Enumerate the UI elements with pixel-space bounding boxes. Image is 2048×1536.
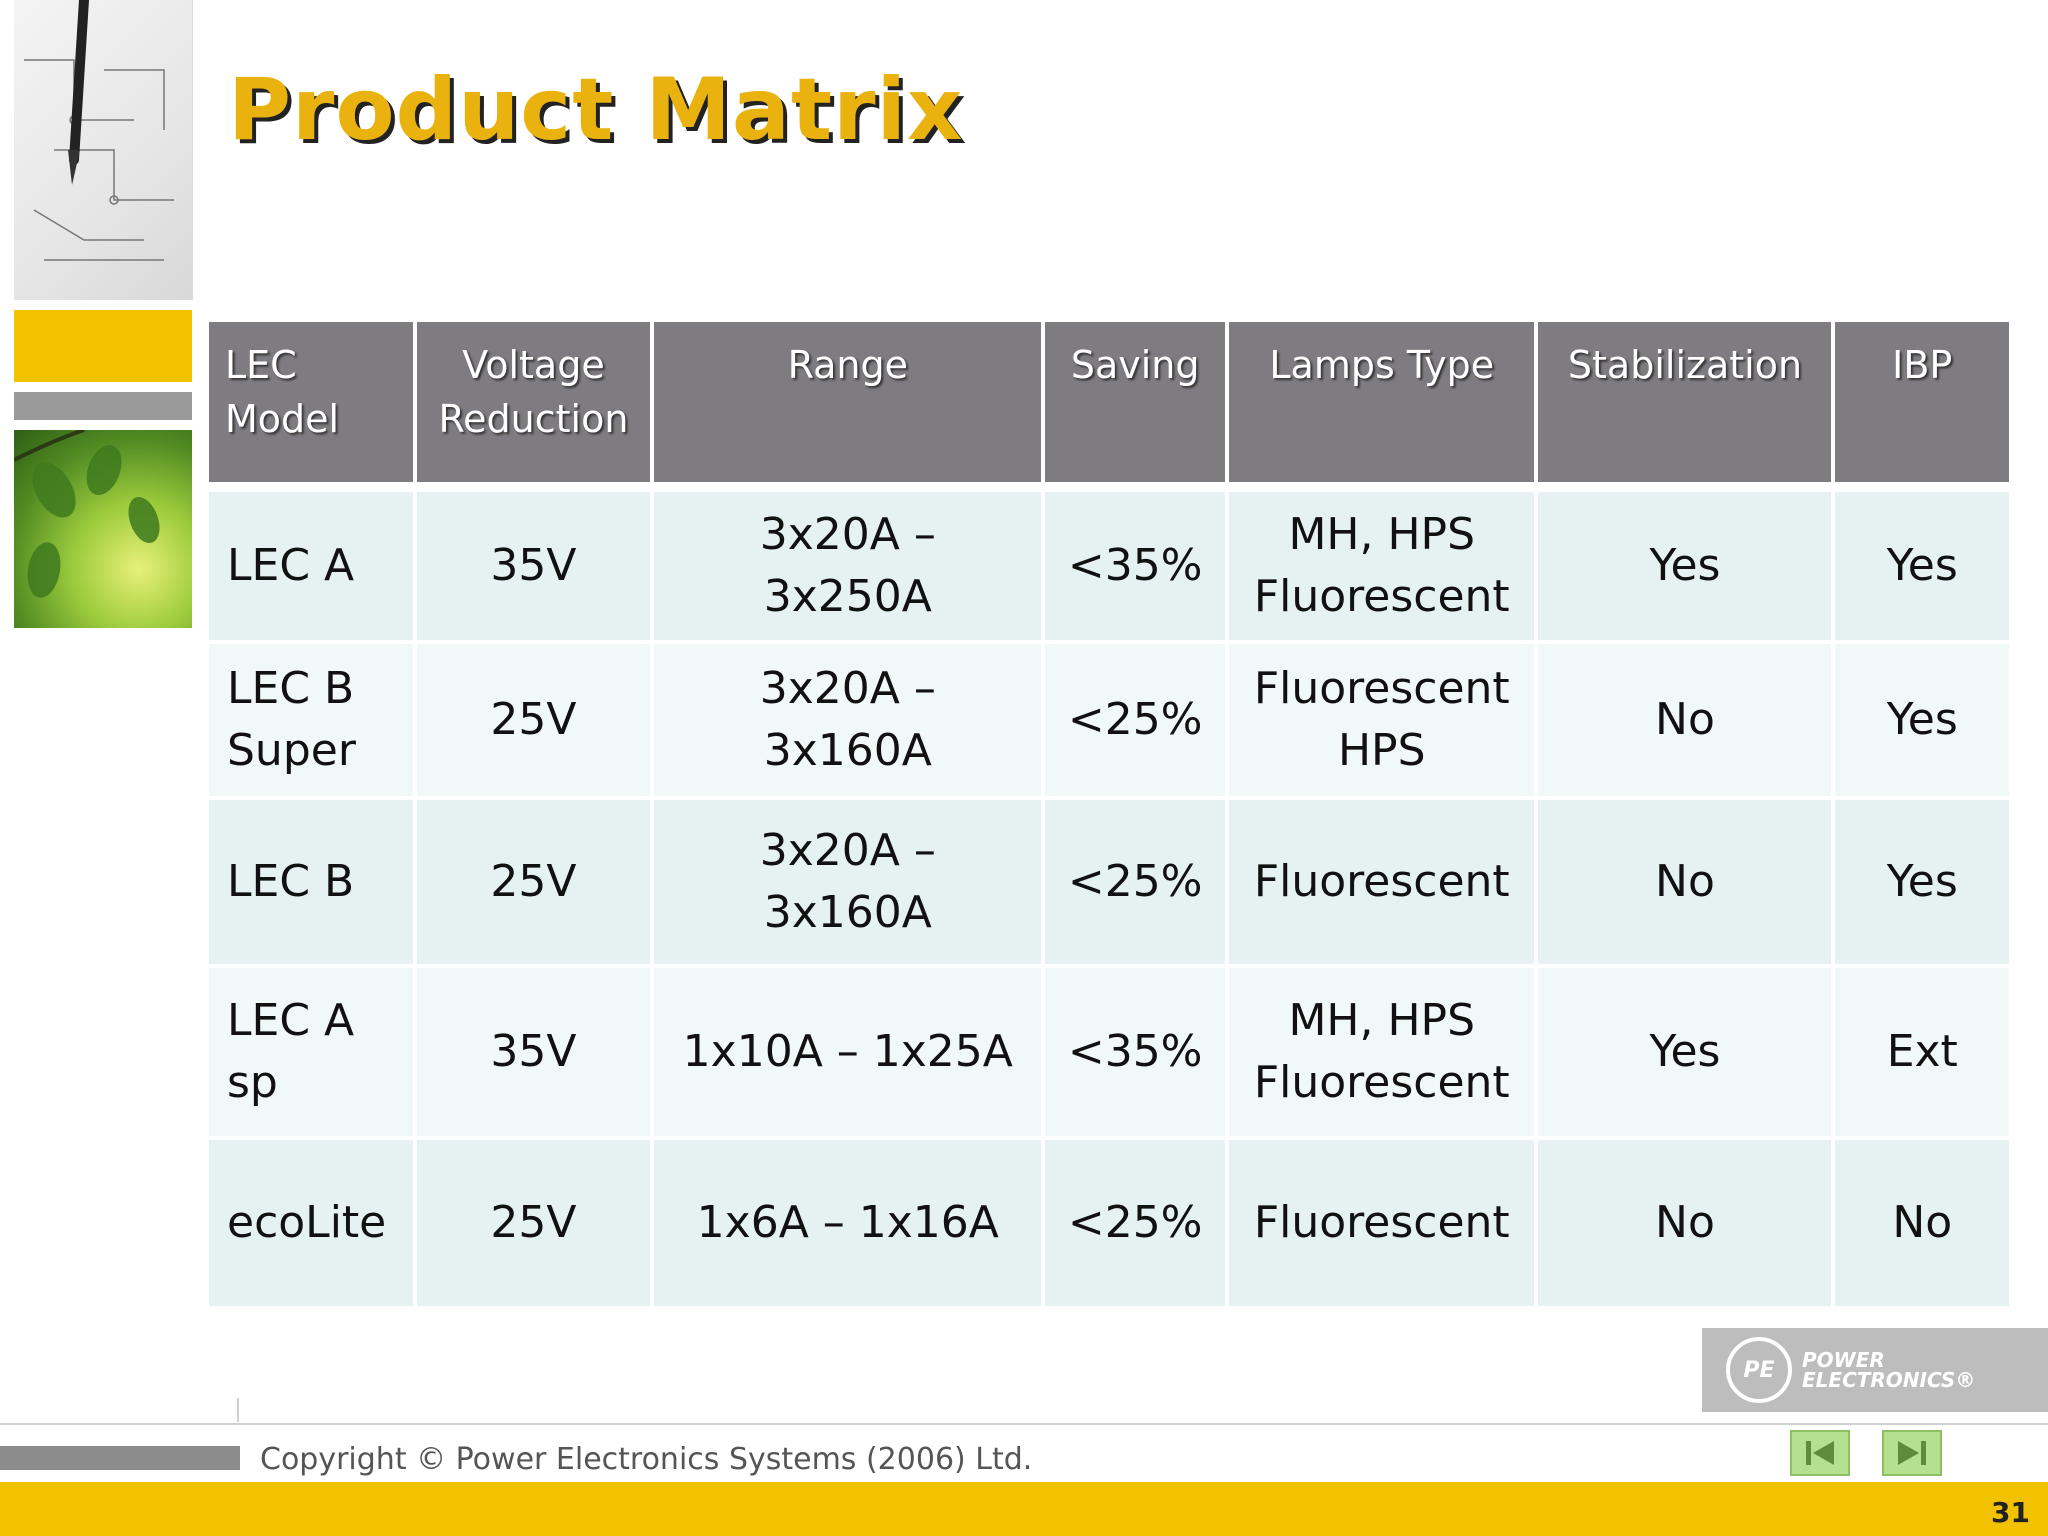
cell-lamps: MH, HPS Fluorescent <box>1229 492 1535 644</box>
cell-ibp: Yes <box>1835 800 2009 968</box>
cell-range: 1x6A – 1x16A <box>654 1140 1042 1310</box>
table-row: LEC A 35V 3x20A – 3x250A <35% MH, HPS Fl… <box>209 492 2009 644</box>
cell-ibp: Ext <box>1835 968 2009 1140</box>
skip-forward-icon <box>1898 1441 1926 1465</box>
footer-tick <box>237 1398 239 1422</box>
cell-model: LEC B <box>209 800 413 968</box>
footer-divider <box>0 1423 2048 1425</box>
cell-stabilization: No <box>1538 1140 1832 1310</box>
header-stabilization: Stabilization <box>1538 322 1832 492</box>
table-row: LEC B 25V 3x20A – 3x160A <25% Fluorescen… <box>209 800 2009 968</box>
accent-block <box>14 310 192 382</box>
grey-block <box>14 392 192 420</box>
logo-line-1: POWER <box>1802 1348 1885 1372</box>
cell-saving: <35% <box>1045 968 1225 1140</box>
cell-voltage: 35V <box>416 492 651 644</box>
cell-range: 1x10A – 1x25A <box>654 968 1042 1140</box>
cell-voltage: 25V <box>416 1140 651 1310</box>
cell-ibp: Yes <box>1835 492 2009 644</box>
cell-stabilization: No <box>1538 644 1832 800</box>
cell-stabilization: No <box>1538 800 1832 968</box>
page-number: 31 <box>1991 1496 2030 1529</box>
cell-voltage: 35V <box>416 968 651 1140</box>
cell-lamps: Fluorescent <box>1229 1140 1535 1310</box>
cell-voltage: 25V <box>416 644 651 800</box>
cell-model: LEC B Super <box>209 644 413 800</box>
pe-logo-icon: PE <box>1726 1337 1792 1403</box>
cell-model: LEC A <box>209 492 413 644</box>
cell-voltage: 25V <box>416 800 651 968</box>
header-voltage-reduction: Voltage Reduction <box>416 322 651 492</box>
cell-range: 3x20A – 3x160A <box>654 800 1042 968</box>
cell-model: LEC A sp <box>209 968 413 1140</box>
leaf-photo <box>14 430 192 628</box>
cell-lamps: Fluorescent HPS <box>1229 644 1535 800</box>
cell-saving: <25% <box>1045 800 1225 968</box>
cell-stabilization: Yes <box>1538 492 1832 644</box>
header-lamps-type: Lamps Type <box>1229 322 1535 492</box>
cell-model: ecoLite <box>209 1140 413 1310</box>
cell-lamps: MH, HPS Fluorescent <box>1229 968 1535 1140</box>
cell-ibp: No <box>1835 1140 2009 1310</box>
skip-back-icon <box>1806 1441 1834 1465</box>
cell-range: 3x20A – 3x160A <box>654 644 1042 800</box>
header-saving: Saving <box>1045 322 1225 492</box>
header-ibp: IBP <box>1835 322 2009 492</box>
footer-grey-bar <box>0 1446 240 1470</box>
table-row: ecoLite 25V 1x6A – 1x16A <25% Fluorescen… <box>209 1140 2009 1310</box>
table-row: LEC B Super 25V 3x20A – 3x160A <25% Fluo… <box>209 644 2009 800</box>
cell-stabilization: Yes <box>1538 968 1832 1140</box>
table-header-row: LEC Model Voltage Reduction Range Saving… <box>209 322 2009 492</box>
blueprint-image <box>14 0 193 300</box>
slide-title: Product Matrix <box>228 60 964 160</box>
previous-slide-button[interactable] <box>1790 1430 1850 1476</box>
cell-saving: <35% <box>1045 492 1225 644</box>
cell-range: 3x20A – 3x250A <box>654 492 1042 644</box>
cell-saving: <25% <box>1045 1140 1225 1310</box>
header-range: Range <box>654 322 1042 492</box>
header-lec-model: LEC Model <box>209 322 413 492</box>
next-slide-button[interactable] <box>1882 1430 1942 1476</box>
table-row: LEC A sp 35V 1x10A – 1x25A <35% MH, HPS … <box>209 968 2009 1140</box>
footer-band <box>0 1482 2048 1536</box>
copyright-text: Copyright © Power Electronics Systems (2… <box>260 1442 1033 1477</box>
product-matrix-table: LEC Model Voltage Reduction Range Saving… <box>205 322 2013 1310</box>
cell-ibp: Yes <box>1835 644 2009 800</box>
cell-lamps: Fluorescent <box>1229 800 1535 968</box>
power-electronics-logo: PE POWER ELECTRONICS® <box>1702 1328 2048 1412</box>
logo-line-2: ELECTRONICS® <box>1802 1368 1976 1392</box>
cell-saving: <25% <box>1045 644 1225 800</box>
